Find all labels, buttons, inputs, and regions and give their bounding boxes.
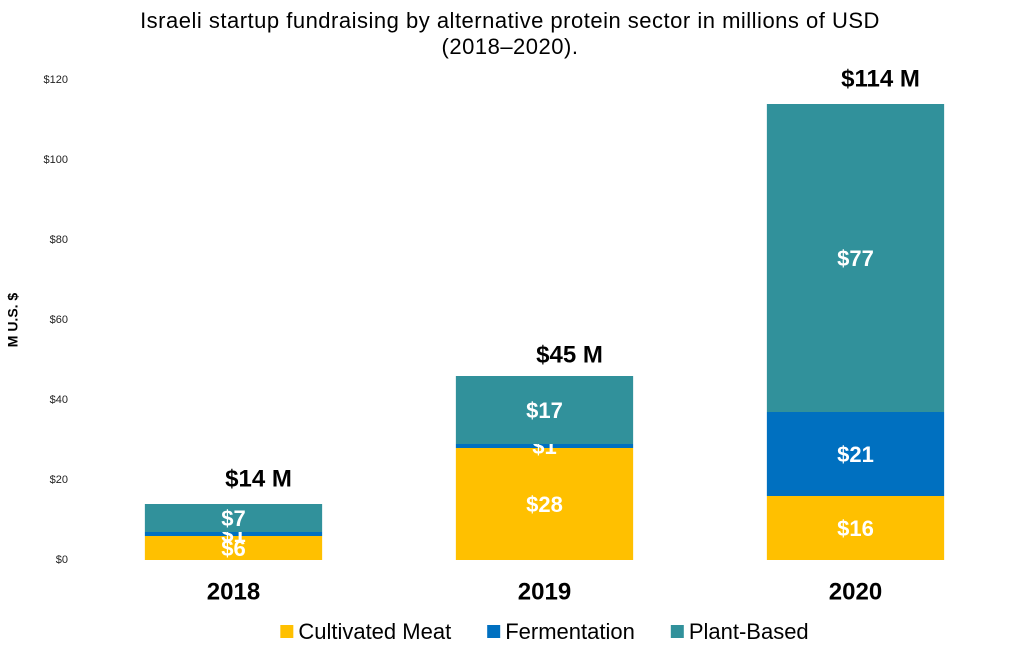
y-tick-label: $60 [50,314,68,326]
bar-segment [455,444,634,448]
legend-label: Cultivated Meat [298,619,451,644]
legend-label: Plant-Based [689,619,809,644]
bar-segment [766,412,945,496]
y-tick-label: $40 [50,394,68,406]
x-tick-label: 2020 [829,578,882,605]
legend-swatch [670,625,684,638]
total-label: $114 M [841,65,920,92]
value-label: $16 [837,516,874,541]
y-axis-label: M U.S. $ [5,293,21,348]
value-label: $7 [221,506,245,531]
y-tick-label: $120 [44,74,68,86]
value-label: $28 [526,492,563,517]
total-label: $45 M [536,341,603,368]
x-tick-label: 2019 [518,578,571,605]
bar-segment [455,448,634,560]
legend-swatch [280,625,294,638]
bar-segment [766,104,945,412]
y-tick-label: $0 [56,554,68,566]
y-tick-label: $20 [50,474,68,486]
legend-label: Fermentation [505,619,635,644]
x-tick-label: 2018 [207,578,260,605]
bar-segment [455,376,634,444]
bar-segment [144,504,323,532]
y-tick-label: $100 [44,154,68,166]
value-label: $77 [837,246,874,271]
y-tick-label: $80 [50,234,68,246]
value-label: $17 [526,398,563,423]
bar-segment [766,496,945,560]
bar-segment [144,532,323,536]
bar-segment [144,536,323,560]
value-label: $6 [221,536,245,561]
total-label: $14 M [225,465,292,492]
legend-swatch [487,625,501,638]
chart-title: Israeli startup fundraising by alternati… [140,8,880,59]
value-label: $21 [837,442,874,467]
